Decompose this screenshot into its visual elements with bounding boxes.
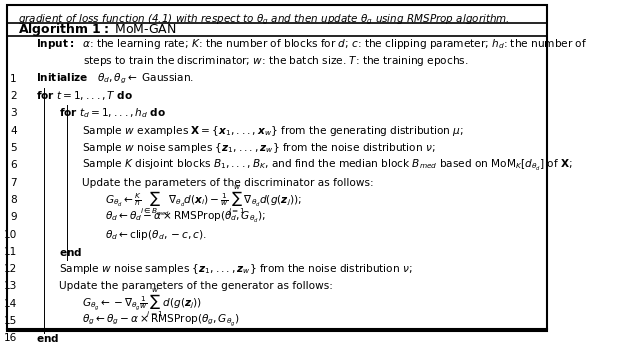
Text: 9: 9 (10, 212, 17, 222)
Text: 14: 14 (4, 299, 17, 309)
Text: 8: 8 (10, 195, 17, 205)
Text: gradient of loss function (4.1) with respect to $\theta_g$ and then update $\the: gradient of loss function (4.1) with res… (18, 13, 509, 28)
Text: Sample $w$ noise samples $\{\boldsymbol{z}_1, ..., \boldsymbol{z}_w\}$ from the : Sample $w$ noise samples $\{\boldsymbol{… (82, 141, 435, 155)
Text: $\mathbf{end}$: $\mathbf{end}$ (36, 333, 59, 344)
Text: $\mathbf{for}$ $t_d = 1, ..., h_d$ $\mathbf{do}$: $\mathbf{for}$ $t_d = 1, ..., h_d$ $\mat… (59, 106, 166, 120)
Text: 13: 13 (3, 282, 17, 292)
Text: $\qquad\qquad\;$ steps to train the discriminator; $w$: the batch size. $T$: the: $\qquad\qquad\;$ steps to train the disc… (36, 54, 468, 68)
Text: $\mathbf{end}$: $\mathbf{end}$ (59, 246, 82, 258)
Text: Update the parameters of the discriminator as follows:: Update the parameters of the discriminat… (82, 178, 374, 188)
Text: $\theta_d \leftarrow \theta_d - \alpha \times \mathrm{RMSProp}(\theta_d, G_{\the: $\theta_d \leftarrow \theta_d - \alpha \… (105, 210, 266, 225)
Text: 12: 12 (4, 264, 17, 274)
Text: 11: 11 (4, 247, 17, 257)
Text: 7: 7 (10, 178, 17, 188)
Text: 2: 2 (10, 91, 17, 101)
Text: 10: 10 (3, 229, 17, 239)
Text: Sample $w$ noise samples $\{\boldsymbol{z}_1, ..., \boldsymbol{z}_w\}$ from the : Sample $w$ noise samples $\{\boldsymbol{… (59, 262, 412, 276)
Text: $\mathbf{Algorithm\ 1:}$ MoM-GAN: $\mathbf{Algorithm\ 1:}$ MoM-GAN (18, 21, 177, 38)
FancyBboxPatch shape (7, 5, 547, 331)
Text: $\theta_g \leftarrow \theta_g - \alpha \times \mathrm{RMSProp}(\theta_g, G_{\the: $\theta_g \leftarrow \theta_g - \alpha \… (82, 313, 239, 329)
Text: $\mathbf{for}$ $t = 1, ..., T$ $\mathbf{do}$: $\mathbf{for}$ $t = 1, ..., T$ $\mathbf{… (36, 89, 132, 102)
Text: Update the parameters of the generator as follows:: Update the parameters of the generator a… (59, 282, 333, 292)
Text: $G_{\theta_d} \leftarrow \frac{K}{n} \sum_{i \in B_{med}} \nabla_{\theta_d} d(\b: $G_{\theta_d} \leftarrow \frac{K}{n} \su… (105, 183, 302, 217)
Text: 5: 5 (10, 143, 17, 153)
Text: 3: 3 (10, 108, 17, 118)
Text: 6: 6 (10, 160, 17, 170)
Text: $\theta_d \leftarrow \mathrm{clip}(\theta_d, -c, c)$.: $\theta_d \leftarrow \mathrm{clip}(\thet… (105, 227, 207, 242)
Text: 15: 15 (4, 316, 17, 326)
Text: Sample $K$ disjoint blocks $B_1, ..., B_K$, and find the median block $B_{med}$ : Sample $K$ disjoint blocks $B_1, ..., B_… (82, 158, 573, 173)
Text: 1: 1 (10, 73, 17, 83)
Text: Sample $w$ examples $\mathbf{X} = \{\boldsymbol{x}_1, ..., \boldsymbol{x}_w\}$ f: Sample $w$ examples $\mathbf{X} = \{\bol… (82, 124, 464, 138)
Text: $\mathbf{Input:}$  $\alpha$: the learning rate; $K$: the number of blocks for $d: $\mathbf{Input:}$ $\alpha$: the learning… (36, 37, 587, 51)
Text: $G_{\theta_g} \leftarrow -\nabla_{\theta_g} \frac{1}{w} \sum_{j=1}^{w} d(g(\bold: $G_{\theta_g} \leftarrow -\nabla_{\theta… (82, 287, 202, 321)
Text: $\mathbf{Initialize}$   $\theta_d, \theta_g \leftarrow$ Gaussian.: $\mathbf{Initialize}$ $\theta_d, \theta_… (36, 71, 193, 86)
Text: 4: 4 (10, 126, 17, 136)
Text: 16: 16 (4, 333, 17, 343)
